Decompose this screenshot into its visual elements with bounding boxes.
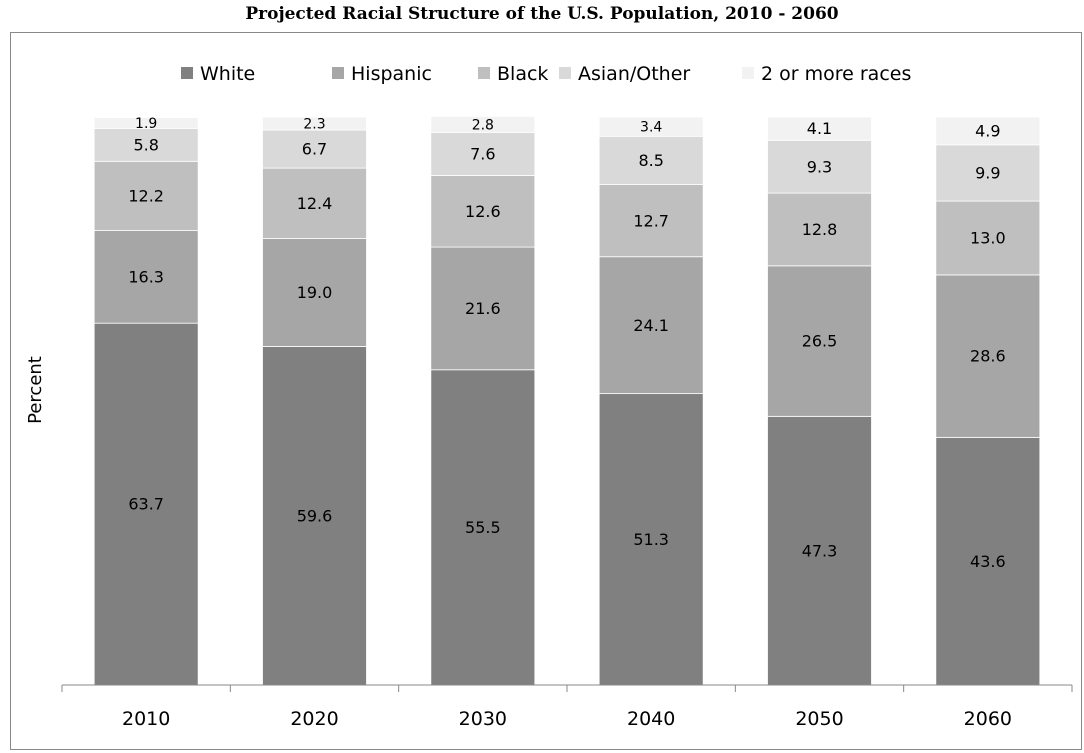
bar-2060-asian-other bbox=[935, 144, 1041, 202]
data-label-2010-2-or-more-races: 1.9 bbox=[135, 116, 157, 132]
legend-label-white: White bbox=[200, 63, 255, 85]
bar-2040-black bbox=[598, 184, 704, 258]
x-tick-label-2020: 2020 bbox=[290, 708, 338, 730]
data-label-2010-asian-other: 5.8 bbox=[133, 135, 158, 154]
legend-swatch-2-or-more-races bbox=[742, 67, 754, 79]
bar-2030-2-or-more-races bbox=[430, 116, 536, 133]
legend-label-2-or-more-races: 2 or more races bbox=[761, 63, 911, 85]
data-label-2020-white: 59.6 bbox=[297, 506, 333, 525]
bar-2050-2-or-more-races bbox=[767, 116, 872, 141]
bar-2040-2-or-more-races bbox=[598, 116, 704, 137]
bar-2040-asian-other bbox=[598, 135, 704, 185]
data-label-2050-black: 12.8 bbox=[802, 220, 838, 239]
x-tick-label-2040: 2040 bbox=[627, 708, 675, 730]
bar-2010-2-or-more-races bbox=[93, 117, 199, 129]
data-label-2030-asian-other: 7.6 bbox=[470, 145, 495, 164]
bar-2010-asian-other bbox=[93, 127, 199, 162]
bar-2050-hispanic bbox=[767, 265, 872, 417]
data-label-2030-black: 12.6 bbox=[465, 202, 501, 221]
bar-2010-white bbox=[93, 322, 199, 686]
x-tick-label-2050: 2050 bbox=[795, 708, 843, 730]
bar-2040-white bbox=[598, 393, 704, 686]
data-label-2020-2-or-more-races: 2.3 bbox=[303, 116, 325, 132]
data-label-2050-asian-other: 9.3 bbox=[807, 157, 832, 176]
bar-2050-black bbox=[767, 192, 872, 267]
y-axis-label: Percent bbox=[25, 356, 46, 424]
x-tick-label-2060: 2060 bbox=[964, 708, 1012, 730]
data-label-2030-hispanic: 21.6 bbox=[465, 299, 501, 318]
data-label-2040-asian-other: 8.5 bbox=[638, 151, 663, 170]
bar-2020-hispanic bbox=[262, 238, 367, 347]
data-label-2050-white: 47.3 bbox=[802, 541, 838, 560]
data-label-2050-hispanic: 26.5 bbox=[802, 332, 838, 351]
data-label-2060-asian-other: 9.9 bbox=[975, 164, 1000, 183]
bar-2060-hispanic bbox=[935, 274, 1041, 438]
legend-label-hispanic: Hispanic bbox=[351, 63, 432, 85]
bar-2020-2-or-more-races bbox=[262, 116, 367, 131]
legend-swatch-black bbox=[478, 67, 490, 79]
data-label-2010-white: 63.7 bbox=[128, 495, 164, 514]
x-tick-label-2010: 2010 bbox=[122, 708, 170, 730]
bar-2060-white bbox=[935, 436, 1041, 686]
data-label-2040-white: 51.3 bbox=[633, 530, 669, 549]
legend-swatch-asian-other bbox=[559, 67, 571, 79]
data-label-2030-white: 55.5 bbox=[465, 518, 501, 537]
data-label-2050-2-or-more-races: 4.1 bbox=[807, 119, 832, 138]
data-label-2040-black: 12.7 bbox=[633, 211, 669, 230]
chart-frame bbox=[10, 32, 1082, 750]
legend-swatch-hispanic bbox=[332, 67, 344, 79]
chart-title: Projected Racial Structure of the U.S. P… bbox=[245, 4, 839, 24]
x-tick-label-2030: 2030 bbox=[459, 708, 507, 730]
data-label-2060-hispanic: 28.6 bbox=[970, 347, 1006, 366]
bar-2030-asian-other bbox=[430, 131, 536, 176]
data-label-2060-2-or-more-races: 4.9 bbox=[975, 122, 1000, 141]
data-label-2020-hispanic: 19.0 bbox=[297, 283, 333, 302]
data-label-2030-2-or-more-races: 2.8 bbox=[472, 117, 494, 133]
data-label-2010-hispanic: 16.3 bbox=[128, 267, 164, 286]
bar-2060-2-or-more-races bbox=[935, 116, 1041, 146]
bar-2040-hispanic bbox=[598, 256, 704, 395]
bar-2060-black bbox=[935, 200, 1041, 276]
bar-2010-black bbox=[93, 160, 199, 231]
legend-label-black: Black bbox=[497, 63, 548, 85]
data-label-2040-hispanic: 24.1 bbox=[633, 316, 669, 335]
data-label-2020-black: 12.4 bbox=[297, 194, 333, 213]
bar-2020-white bbox=[262, 346, 367, 686]
data-label-2060-white: 43.6 bbox=[970, 552, 1006, 571]
legend-label-asian-other: Asian/Other bbox=[578, 63, 690, 85]
bar-2050-white bbox=[767, 415, 872, 686]
bar-2030-white bbox=[430, 369, 536, 686]
bar-2030-black bbox=[430, 175, 536, 248]
data-label-2010-black: 12.2 bbox=[128, 187, 164, 206]
data-label-2060-black: 13.0 bbox=[970, 229, 1006, 248]
bar-2050-asian-other bbox=[767, 139, 872, 194]
bar-2020-black bbox=[262, 167, 367, 239]
data-label-2040-2-or-more-races: 3.4 bbox=[640, 120, 662, 136]
data-label-2020-asian-other: 6.7 bbox=[302, 140, 327, 159]
legend-swatch-white bbox=[181, 67, 193, 79]
